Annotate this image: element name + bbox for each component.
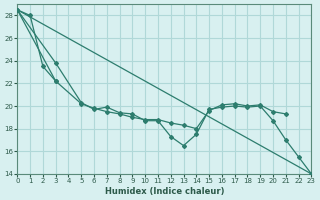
X-axis label: Humidex (Indice chaleur): Humidex (Indice chaleur) (105, 187, 224, 196)
